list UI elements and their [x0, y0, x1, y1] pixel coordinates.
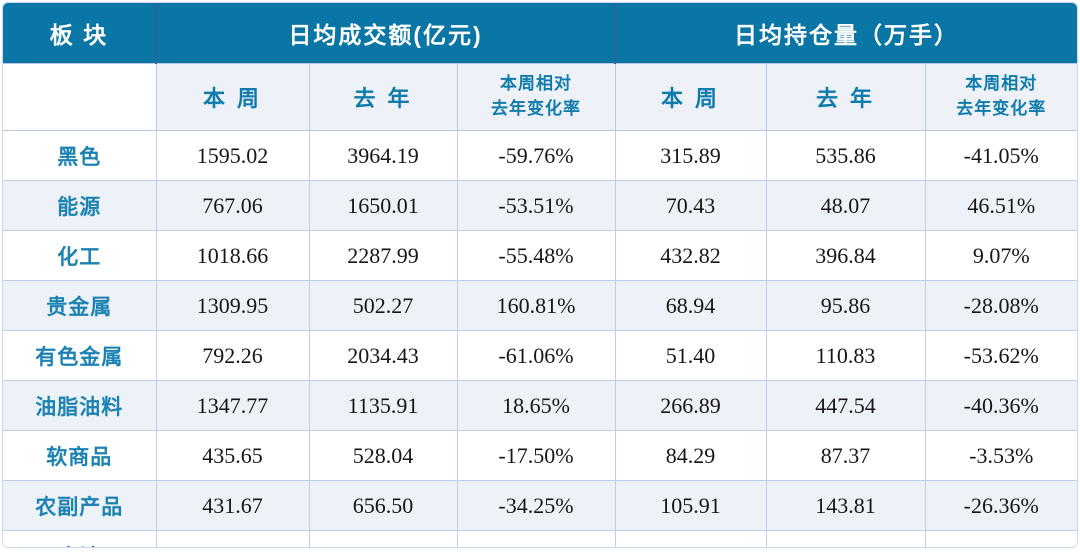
- change-header-line2: 去年变化率: [956, 99, 1047, 118]
- table-cell: 396.84: [765, 230, 926, 281]
- table-cell: 7698.03: [155, 530, 310, 547]
- table-cell: 528.04: [308, 430, 458, 481]
- table-cell: -41.05%: [924, 130, 1077, 181]
- table-row-chemicals: 化工 1018.66 2287.99 -55.48% 432.82 396.84…: [3, 230, 1077, 281]
- table-cell: -40.36%: [924, 380, 1077, 431]
- table-cell: 535.86: [765, 130, 926, 181]
- table-row-agricultural-products: 农副产品 431.67 656.50 -34.25% 105.91 143.81…: [3, 480, 1077, 531]
- table-cell: 2287.99: [308, 230, 458, 281]
- table-cell: 9.07%: [924, 230, 1077, 281]
- sector-label: 有色金属: [3, 330, 157, 381]
- table-row-soft-commodities: 软商品 435.65 528.04 -17.50% 84.29 87.37 -3…: [3, 430, 1077, 481]
- table-cell: 84.29: [614, 430, 767, 481]
- col-header-sector: 板 块: [3, 3, 157, 64]
- table-cell: -53.51%: [456, 180, 616, 231]
- table-cell: 1309.95: [155, 280, 310, 331]
- total-change-negative: -25.16%: [924, 530, 1077, 547]
- table-cell: 792.26: [155, 330, 310, 381]
- subheader-turnover-change: 本周相对 去年变化率: [456, 63, 616, 131]
- subheader-turnover-lastyear: 去 年: [308, 63, 458, 131]
- sector-label: 软商品: [3, 430, 157, 481]
- table-cell: -61.06%: [456, 330, 616, 381]
- blank-header-cell: [3, 63, 157, 131]
- table-cell: 70.43: [614, 180, 767, 231]
- table-cell: 143.81: [765, 480, 926, 531]
- table-cell: 767.06: [155, 180, 310, 231]
- table-row-nonferrous-metals: 有色金属 792.26 2034.43 -61.06% 51.40 110.83…: [3, 330, 1077, 381]
- table-cell: 12759.33: [308, 530, 458, 547]
- table-row-black: 黑色 1595.02 3964.19 -59.76% 315.89 535.86…: [3, 130, 1077, 181]
- col-header-open-interest: 日均持仓量（万手）: [615, 3, 1077, 64]
- table-cell: 87.37: [765, 430, 926, 481]
- subheader-oi-lastyear: 去 年: [765, 63, 926, 131]
- sector-label: 能源: [3, 180, 157, 231]
- table-cell: 431.67: [155, 480, 310, 531]
- change-header-line2: 去年变化率: [491, 99, 581, 118]
- table-cell: 105.91: [614, 480, 767, 531]
- table-cell: 1595.02: [155, 130, 310, 181]
- table-cell: 432.82: [614, 230, 767, 281]
- table-cell: 1866.18: [765, 530, 926, 547]
- table-cell: -26.36%: [924, 480, 1077, 531]
- table-cell: 3964.19: [308, 130, 458, 181]
- group-header-row: 板 块 日均成交额(亿元) 日均持仓量（万手）: [3, 3, 1077, 64]
- table-cell: -28.08%: [924, 280, 1077, 331]
- table-row-precious-metals: 贵金属 1309.95 502.27 160.81% 68.94 95.86 -…: [3, 280, 1077, 331]
- sector-label: 化工: [3, 230, 157, 281]
- table-cell: 1135.91: [308, 380, 458, 431]
- table-row-total: 合计 7698.03 12759.33 -39.67% 1396.56 1866…: [3, 530, 1077, 547]
- table-cell: 266.89: [614, 380, 767, 431]
- table-cell: -59.76%: [456, 130, 616, 181]
- table-cell: 46.51%: [924, 180, 1077, 231]
- table-cell: 447.54: [765, 380, 926, 431]
- sector-label: 贵金属: [3, 280, 157, 331]
- table-cell: 656.50: [308, 480, 458, 531]
- table-cell: -3.53%: [924, 430, 1077, 481]
- table-cell: 68.94: [614, 280, 767, 331]
- table-cell: -34.25%: [456, 480, 616, 531]
- subheader-oi-week: 本 周: [614, 63, 767, 131]
- table-cell: 1018.66: [155, 230, 310, 281]
- change-header-line1: 本周相对: [965, 74, 1038, 94]
- table-cell: 2034.43: [308, 330, 458, 381]
- sub-header-row: 本 周 去 年 本周相对 去年变化率 本 周 去 年 本周相对 去年变化率: [3, 63, 1077, 131]
- col-header-turnover: 日均成交额(亿元): [156, 3, 616, 64]
- table-cell: -17.50%: [456, 430, 616, 481]
- table-cell: 18.65%: [456, 380, 616, 431]
- table-cell: 502.27: [308, 280, 458, 331]
- table-cell: 1396.56: [614, 530, 767, 547]
- table-cell: 1347.77: [155, 380, 310, 431]
- table-cell: 160.81%: [456, 280, 616, 331]
- table-cell: 110.83: [765, 330, 926, 381]
- table-cell: 51.40: [614, 330, 767, 381]
- table-cell: 435.65: [155, 430, 310, 481]
- table-cell: 1650.01: [308, 180, 458, 231]
- change-header-line1: 本周相对: [500, 74, 572, 94]
- total-label: 合计: [3, 530, 157, 547]
- sector-label: 油脂油料: [3, 380, 157, 431]
- table-cell: 95.86: [765, 280, 926, 331]
- subheader-oi-change: 本周相对 去年变化率: [924, 63, 1077, 131]
- subheader-turnover-week: 本 周: [155, 63, 310, 131]
- total-change-negative: -39.67%: [456, 530, 616, 547]
- sector-label: 农副产品: [3, 480, 157, 531]
- table-row-energy: 能源 767.06 1650.01 -53.51% 70.43 48.07 46…: [3, 180, 1077, 231]
- data-table: 板 块 日均成交额(亿元) 日均持仓量（万手） 本 周 去 年 本周相对 去年变…: [3, 3, 1077, 547]
- table-cell: -53.62%: [924, 330, 1077, 381]
- table-cell: -55.48%: [456, 230, 616, 281]
- table-cell: 315.89: [614, 130, 767, 181]
- table-cell: 48.07: [765, 180, 926, 231]
- sector-label: 黑色: [3, 130, 157, 181]
- table-row-oils-oilseeds: 油脂油料 1347.77 1135.91 18.65% 266.89 447.5…: [3, 380, 1077, 431]
